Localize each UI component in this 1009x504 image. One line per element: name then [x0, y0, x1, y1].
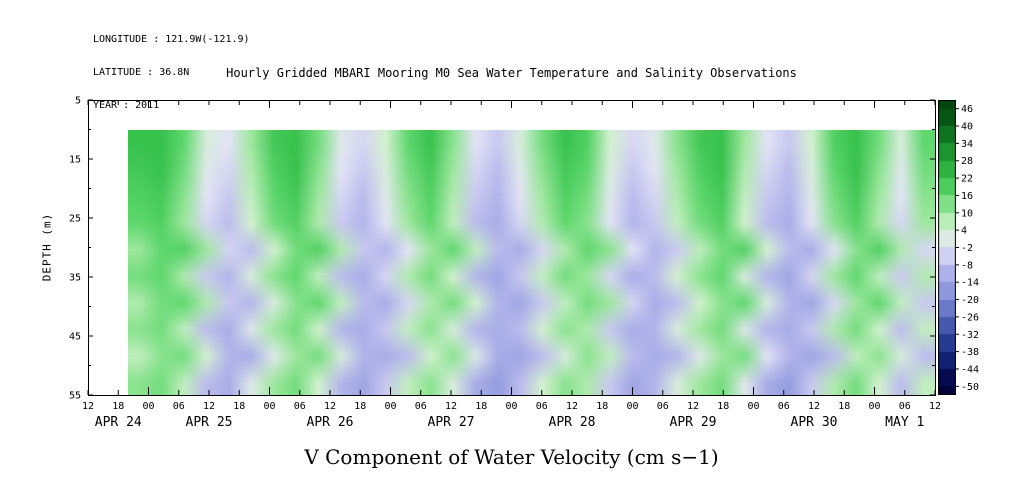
svg-text:06: 06	[657, 401, 669, 412]
svg-text:-2: -2	[961, 243, 973, 254]
svg-text:40: 40	[961, 122, 973, 133]
svg-text:00: 00	[142, 401, 154, 412]
svg-text:34: 34	[961, 139, 973, 150]
svg-text:-38: -38	[961, 347, 979, 358]
svg-text:APR 24: APR 24	[95, 415, 142, 430]
svg-text:18: 18	[475, 401, 487, 412]
heatmap-canvas	[128, 130, 935, 396]
svg-text:-26: -26	[961, 312, 979, 323]
meta-year: YEAR : 2011	[93, 100, 160, 111]
svg-text:00: 00	[263, 401, 275, 412]
svg-text:06: 06	[294, 401, 306, 412]
svg-text:06: 06	[536, 401, 548, 412]
svg-text:18: 18	[112, 401, 124, 412]
svg-text:-20: -20	[961, 295, 979, 306]
x-axis-title: V Component of Water Velocity (cm s−1)	[304, 445, 719, 469]
svg-text:35: 35	[69, 273, 81, 284]
svg-text:-8: -8	[961, 260, 973, 271]
svg-text:18: 18	[838, 401, 850, 412]
svg-text:12: 12	[929, 401, 941, 412]
svg-text:00: 00	[626, 401, 638, 412]
svg-text:12: 12	[203, 401, 215, 412]
meta-latitude: LATITUDE : 36.8N	[93, 67, 190, 78]
y-axis-label: DEPTH (m)	[40, 212, 54, 282]
svg-text:55: 55	[69, 391, 81, 402]
svg-text:4: 4	[961, 226, 967, 237]
svg-text:10: 10	[961, 208, 973, 219]
svg-text:06: 06	[173, 401, 185, 412]
svg-text:46: 46	[961, 104, 973, 115]
svg-text:22: 22	[961, 174, 973, 185]
svg-text:15: 15	[69, 155, 81, 166]
svg-text:12: 12	[687, 401, 699, 412]
svg-text:12: 12	[445, 401, 457, 412]
svg-text:00: 00	[868, 401, 880, 412]
svg-text:18: 18	[354, 401, 366, 412]
colorbar	[938, 100, 956, 395]
svg-text:12: 12	[324, 401, 336, 412]
svg-text:-50: -50	[961, 382, 979, 393]
svg-text:APR 25: APR 25	[186, 415, 233, 430]
svg-text:12: 12	[566, 401, 578, 412]
svg-text:APR 26: APR 26	[307, 415, 354, 430]
svg-text:18: 18	[233, 401, 245, 412]
svg-text:APR 28: APR 28	[549, 415, 596, 430]
svg-text:28: 28	[961, 156, 973, 167]
svg-text:-14: -14	[961, 278, 979, 289]
svg-text:18: 18	[596, 401, 608, 412]
svg-text:25: 25	[69, 214, 81, 225]
svg-text:APR 29: APR 29	[670, 415, 717, 430]
svg-text:00: 00	[747, 401, 759, 412]
svg-text:06: 06	[899, 401, 911, 412]
svg-text:18: 18	[717, 401, 729, 412]
svg-text:5: 5	[75, 96, 81, 107]
svg-text:16: 16	[961, 191, 973, 202]
svg-text:-44: -44	[961, 364, 979, 375]
svg-text:12: 12	[808, 401, 820, 412]
plot-title: Hourly Gridded MBARI Mooring M0 Sea Wate…	[226, 66, 797, 80]
svg-text:06: 06	[778, 401, 790, 412]
meta-longitude: LONGITUDE : 121.9W(-121.9)	[93, 34, 250, 45]
svg-text:06: 06	[415, 401, 427, 412]
svg-text:00: 00	[505, 401, 517, 412]
svg-text:45: 45	[69, 332, 81, 343]
svg-text:-32: -32	[961, 330, 979, 341]
svg-text:APR 30: APR 30	[791, 415, 838, 430]
svg-text:00: 00	[384, 401, 396, 412]
svg-text:MAY 1: MAY 1	[885, 415, 924, 430]
svg-text:APR 27: APR 27	[428, 415, 475, 430]
svg-text:12: 12	[82, 401, 94, 412]
